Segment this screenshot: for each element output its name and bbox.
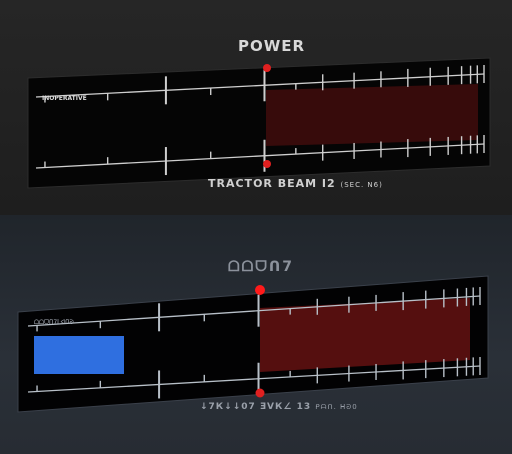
power-title: POWER xyxy=(238,37,306,55)
bottom-level-bar xyxy=(34,336,124,374)
top-indicator-light-upper xyxy=(263,64,271,72)
bottom-lower-scale-line xyxy=(27,365,481,393)
tractor-beam-caption: TRACTOR BEAM I2 (SEC. N6) xyxy=(208,177,383,190)
bottom-scale-ticks xyxy=(36,287,481,399)
bottom-status-label: ᗝᗝᗜᑎ7ᒪᐊᑎᘐ xyxy=(34,319,74,326)
tractor-beam-caption-sub: (SEC. N6) xyxy=(340,181,383,189)
bottom-power-band xyxy=(260,298,470,372)
top-status-label: INOPERATIVE xyxy=(42,95,87,102)
top-upper-scale-line xyxy=(35,73,485,98)
top-indicator-light-lower xyxy=(263,160,271,168)
alien-tractor-caption-main: ↓7К↓↓07 ƎVК∠ 13 xyxy=(200,402,312,412)
top-power-band xyxy=(266,84,478,146)
top-scale-ticks xyxy=(44,65,485,176)
top-lower-scale-line xyxy=(35,143,485,169)
bottom-indicator-light-lower xyxy=(255,388,265,398)
bottom-gauge-panel: ᗝᗝᗜᑎ7ᒪᐊᑎᘐ xyxy=(17,275,489,413)
tractor-beam-caption-main: TRACTOR BEAM I2 xyxy=(208,177,336,190)
alien-power-title: ᗝᗝᗜᑎ7 xyxy=(228,259,294,275)
bottom-upper-scale-line xyxy=(27,295,481,327)
alien-tractor-caption-sub: ᑭᗩᑎ. ᕼᘐ0 xyxy=(315,403,358,411)
top-gauge-panel: INOPERATIVE xyxy=(27,57,491,189)
bottom-indicator-light-upper xyxy=(255,285,265,295)
alien-tractor-caption: ↓7К↓↓07 ƎVК∠ 13 ᑭᗩᑎ. ᕼᘐ0 xyxy=(200,402,358,412)
